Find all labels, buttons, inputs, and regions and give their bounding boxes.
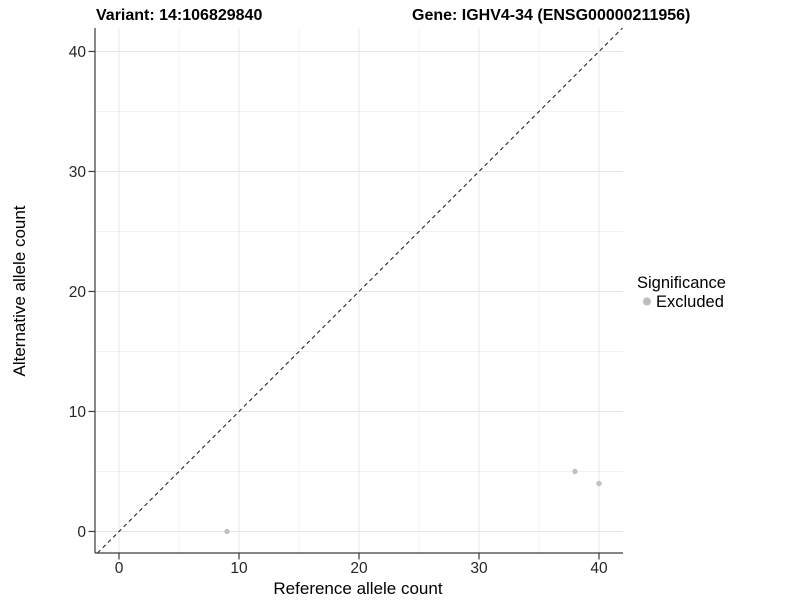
legend-title: Significance <box>637 274 726 292</box>
plot-title-gene: Gene: IGHV4-34 (ENSG00000211956) <box>412 7 690 24</box>
legend: Significance Excluded <box>637 274 726 311</box>
x-tick-label: 30 <box>470 560 488 577</box>
x-tick-label: 10 <box>230 560 248 577</box>
axis-tick-labels: 0 10 20 30 40 0 10 20 30 40 <box>69 44 608 577</box>
legend-key-point-icon <box>643 297 651 306</box>
axis-ticks <box>88 50 600 560</box>
y-axis-title: Alternative allele count <box>10 205 29 376</box>
data-point <box>572 468 578 475</box>
x-axis-title: Reference allele count <box>273 579 442 598</box>
identity-dashed-line <box>97 27 623 554</box>
y-tick-label: 20 <box>69 284 87 301</box>
data-points <box>224 468 602 535</box>
data-point <box>224 528 230 535</box>
x-tick-label: 0 <box>115 560 124 577</box>
y-tick-label: 10 <box>69 404 87 421</box>
x-tick-label: 40 <box>590 560 608 577</box>
y-tick-label: 30 <box>69 164 87 181</box>
data-point <box>596 480 602 487</box>
x-tick-label: 20 <box>350 560 368 577</box>
plot-title-variant: Variant: 14:106829840 <box>96 7 262 24</box>
legend-item-label: Excluded <box>656 293 724 311</box>
gridlines-major <box>95 28 623 553</box>
y-tick-label: 40 <box>69 44 87 61</box>
y-tick-label: 0 <box>77 524 86 541</box>
